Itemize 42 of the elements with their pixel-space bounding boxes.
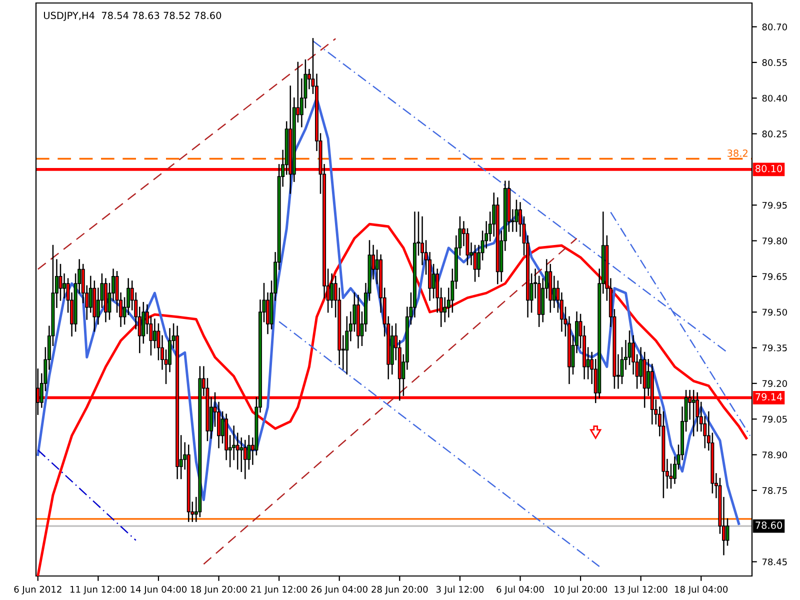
ref-line-label: 79.14	[756, 393, 782, 400]
ref-line-label: 78.60	[756, 522, 782, 529]
y-tick-label: 79.20	[762, 380, 787, 387]
y-tick-label: 80.55	[762, 59, 787, 66]
y-tick-label: 80.70	[762, 24, 787, 30]
candlestick	[726, 518, 730, 546]
y-tick-label: 79.95	[762, 202, 787, 209]
y-tick-label: 79.80	[762, 237, 787, 244]
candlestick	[514, 200, 518, 232]
y-tick-label: 79.35	[762, 344, 787, 352]
x-tick-label: 26 Jun 04:00	[311, 586, 368, 594]
y-tick-label: 78.45	[762, 558, 787, 566]
candlestick	[152, 318, 156, 348]
y-tick-label: 79.05	[762, 416, 787, 423]
x-tick-label: 6 Jun 2012	[14, 586, 62, 594]
ref-line-label: 80.10	[756, 164, 782, 172]
text: USDJPY,H4 78.54 78.63 78.52 78.60	[44, 12, 222, 21]
x-tick-label: 6 Jul 04:00	[496, 586, 544, 594]
y-tick-label: 78.90	[762, 451, 787, 458]
y-tick-label: 80.25	[762, 130, 787, 138]
candlestick	[473, 244, 477, 282]
y-tick-label: 80.40	[762, 94, 787, 102]
x-tick-label: 3 Jul 12:00	[436, 586, 484, 594]
y-tick-label: 78.75	[762, 487, 787, 494]
annotation: 38.2	[728, 149, 748, 157]
x-tick-label: 18 Jun 20:00	[191, 586, 247, 594]
x-tick-label: 18 Jul 04:00	[675, 586, 728, 594]
x-tick-label: 11 Jun 12:00	[70, 586, 126, 594]
y-tick-label: 79.50	[762, 308, 787, 316]
line-series	[36, 222, 748, 576]
candlestick	[62, 273, 66, 298]
candlestick	[432, 264, 436, 298]
x-tick-label: 14 Jun 04:00	[130, 586, 187, 594]
x-tick-label: 13 Jul 12:00	[614, 586, 668, 594]
candlestick	[552, 276, 556, 308]
x-tick-label: 28 Jun 20:00	[372, 586, 428, 594]
x-tick-label: 10 Jul 20:00	[554, 586, 608, 594]
candlestick	[692, 390, 696, 436]
x-tick-label: 21 Jun 12:00	[251, 586, 308, 594]
y-tick-label: 79.65	[762, 273, 787, 280]
candlestick	[243, 440, 247, 480]
candlestick	[240, 437, 244, 472]
